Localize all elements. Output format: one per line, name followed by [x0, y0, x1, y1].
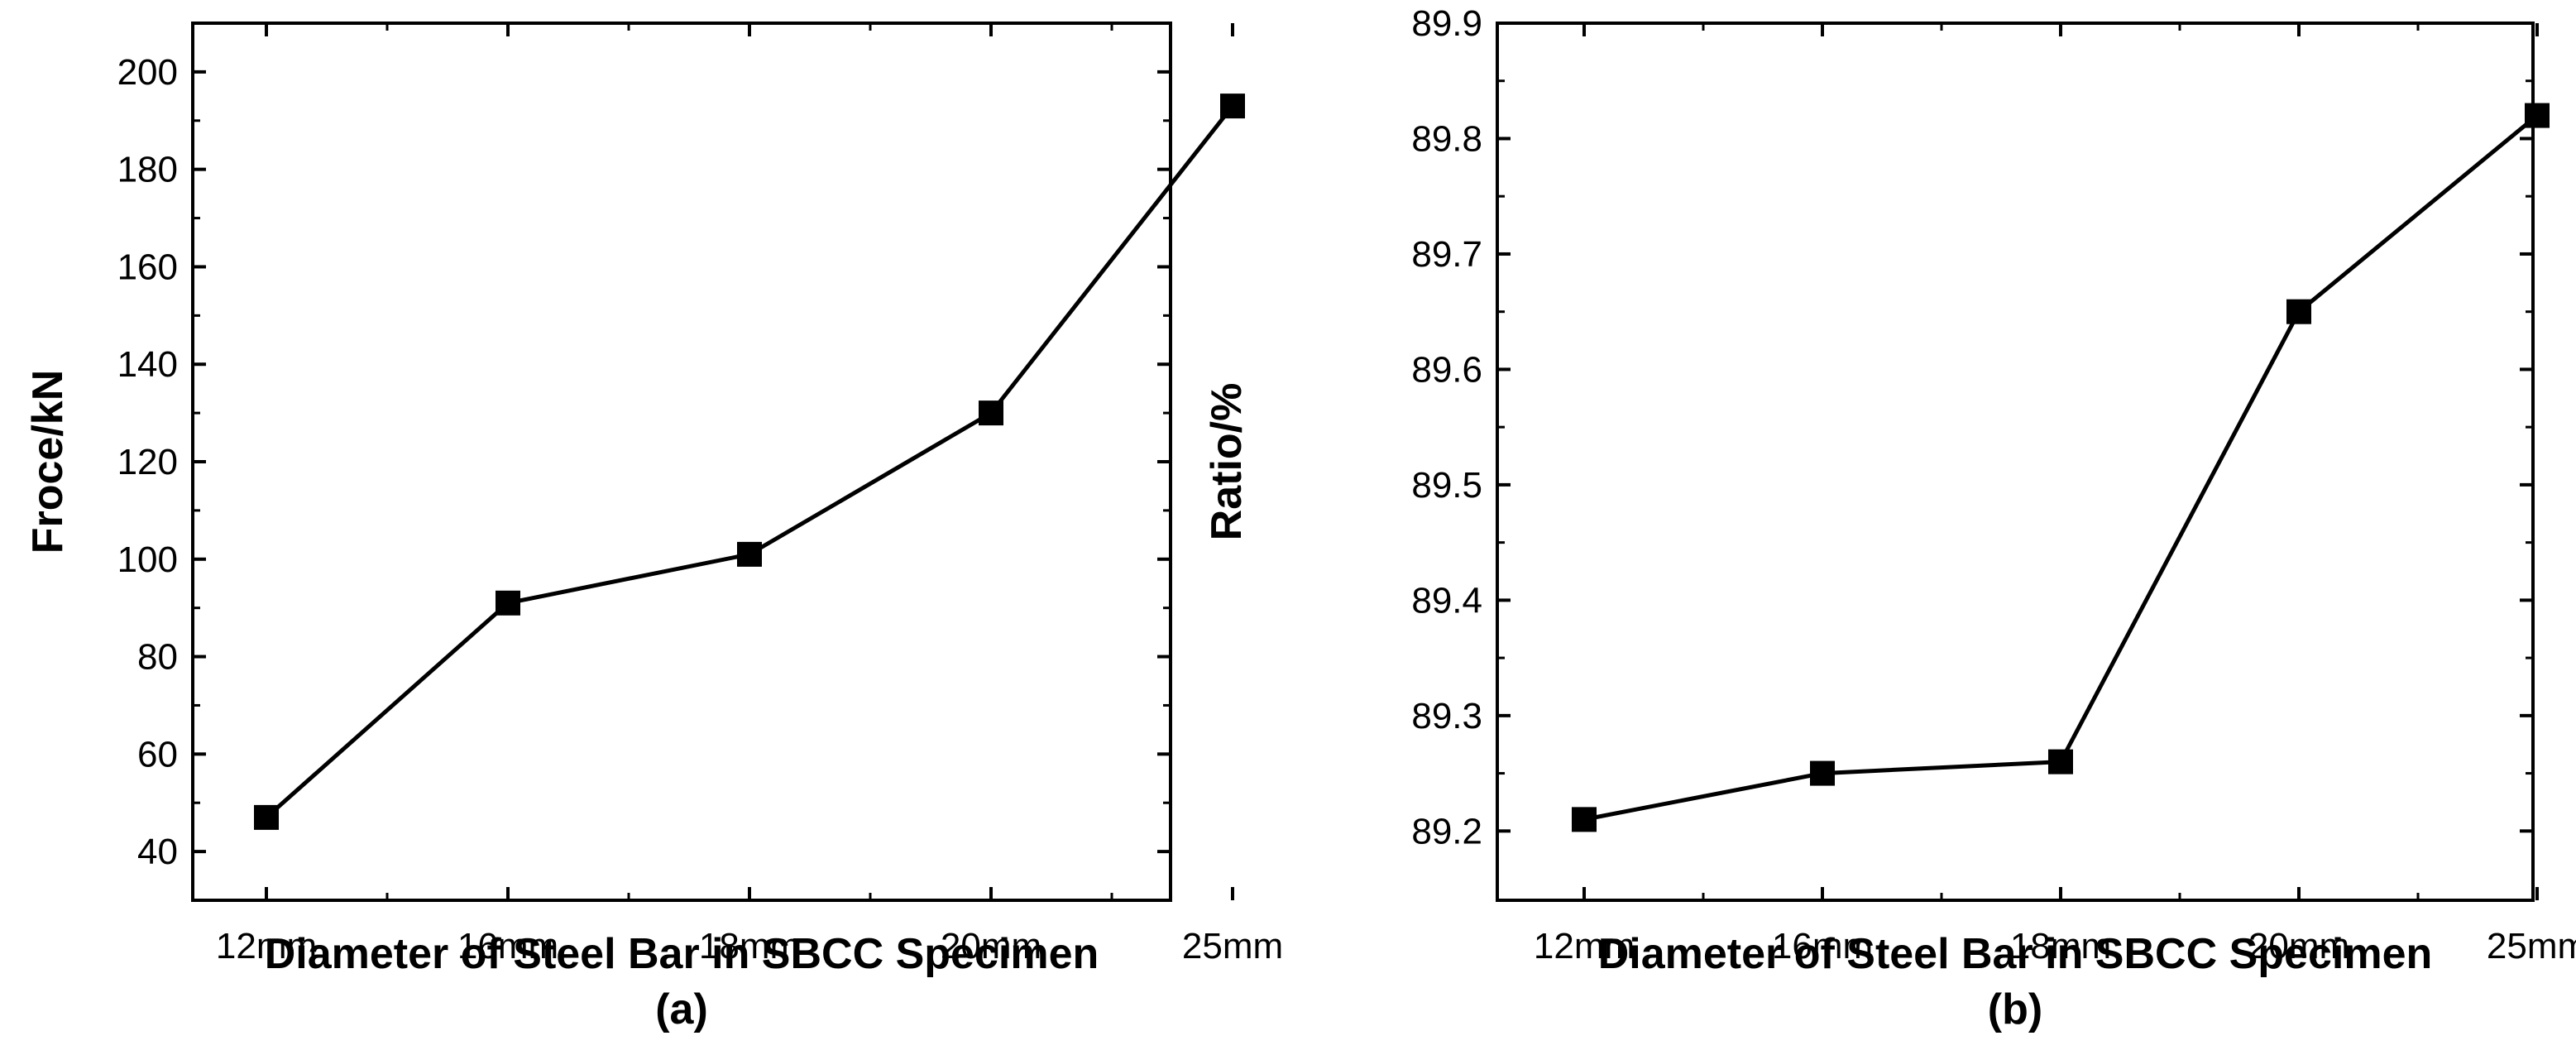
y-tick-label: 89.8	[1411, 118, 1482, 159]
chart-panel-b: 89.2 89.3 89.4 89.5 89.6 89.7 89.8 89.9 12mm 16mm…	[1203, 3, 2576, 1033]
y-tick-label: 180	[117, 150, 178, 190]
y-tick-label: 89.5	[1411, 465, 1482, 506]
y-tick-label: 89.4	[1411, 580, 1482, 621]
y-axis-label: Froce/kN	[24, 370, 72, 554]
x-tick-label: 12mm	[1534, 926, 1635, 966]
panel-caption: (a)	[655, 985, 708, 1033]
x-axis-label: Diameter of Steel Bar in SBCC Specimen	[265, 930, 1099, 978]
y-tick-label: 100	[117, 539, 178, 580]
plot-frame	[191, 22, 1172, 902]
y-tick-label: 60	[137, 734, 178, 774]
data-point-marker	[979, 400, 1003, 426]
y-axis-label: Ratio/%	[1203, 383, 1251, 541]
series-line	[265, 104, 1234, 819]
data-point-marker	[1220, 94, 1245, 119]
y-tick-label: 89.7	[1411, 234, 1482, 275]
x-tick-label: 18mm	[699, 926, 800, 966]
y-tick-label: 200	[117, 52, 178, 93]
x-tick-label: 16mm	[457, 926, 558, 966]
y-tick-label: 120	[117, 442, 178, 482]
y-tick-label: 89.6	[1411, 349, 1482, 390]
series-line	[1583, 113, 2539, 822]
panel-caption: (b)	[1988, 985, 2042, 1033]
data-point-marker	[254, 804, 279, 830]
y-tick-label: 160	[117, 247, 178, 287]
y-tick-label: 80	[137, 637, 178, 678]
x-tick-label: 16mm	[1772, 926, 1873, 966]
data-point-marker	[1810, 760, 1835, 786]
y-tick-label: 89.9	[1411, 3, 1482, 44]
data-point-marker	[2525, 103, 2550, 128]
y-tick-label: 40	[137, 832, 178, 872]
x-tick-label: 18mm	[2010, 926, 2111, 966]
x-tick-label: 20mm	[2248, 926, 2349, 966]
data-point-marker	[2048, 749, 2073, 774]
x-tick-label: 25mm	[2487, 926, 2576, 966]
x-tick-label: 20mm	[941, 926, 1041, 966]
y-tick-label: 140	[117, 344, 178, 385]
data-point-marker	[1572, 807, 1597, 832]
data-point-marker	[496, 590, 520, 616]
chart-panel-a: 40 60 80 100 120 140 160 180 200 12mm 16mm 18mm 20mm…	[24, 22, 1283, 1033]
data-point-marker	[737, 541, 762, 567]
x-tick-label: 25mm	[1182, 926, 1283, 966]
y-tick-label: 89.2	[1411, 811, 1482, 851]
plot-frame	[1496, 22, 2535, 902]
x-axis-label: Diameter of Steel Bar in SBCC Specimen	[1598, 930, 2433, 978]
x-tick-label: 12mm	[216, 926, 317, 966]
data-point-marker	[2286, 299, 2311, 324]
y-tick-label: 89.3	[1411, 696, 1482, 736]
